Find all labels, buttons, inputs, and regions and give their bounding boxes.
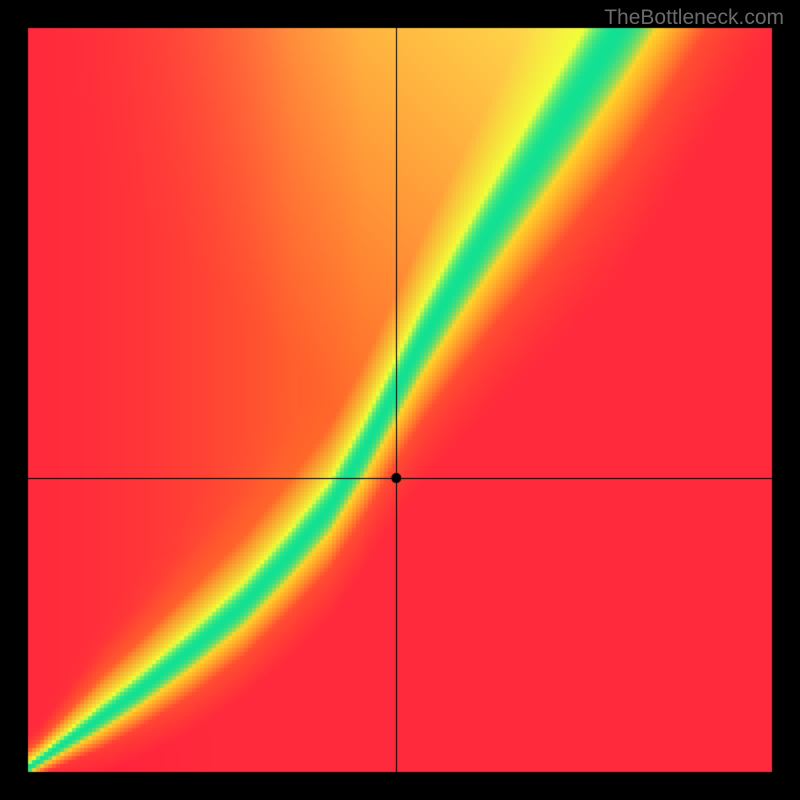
watermark-text: TheBottleneck.com — [604, 6, 784, 30]
bottleneck-heatmap — [0, 0, 800, 800]
